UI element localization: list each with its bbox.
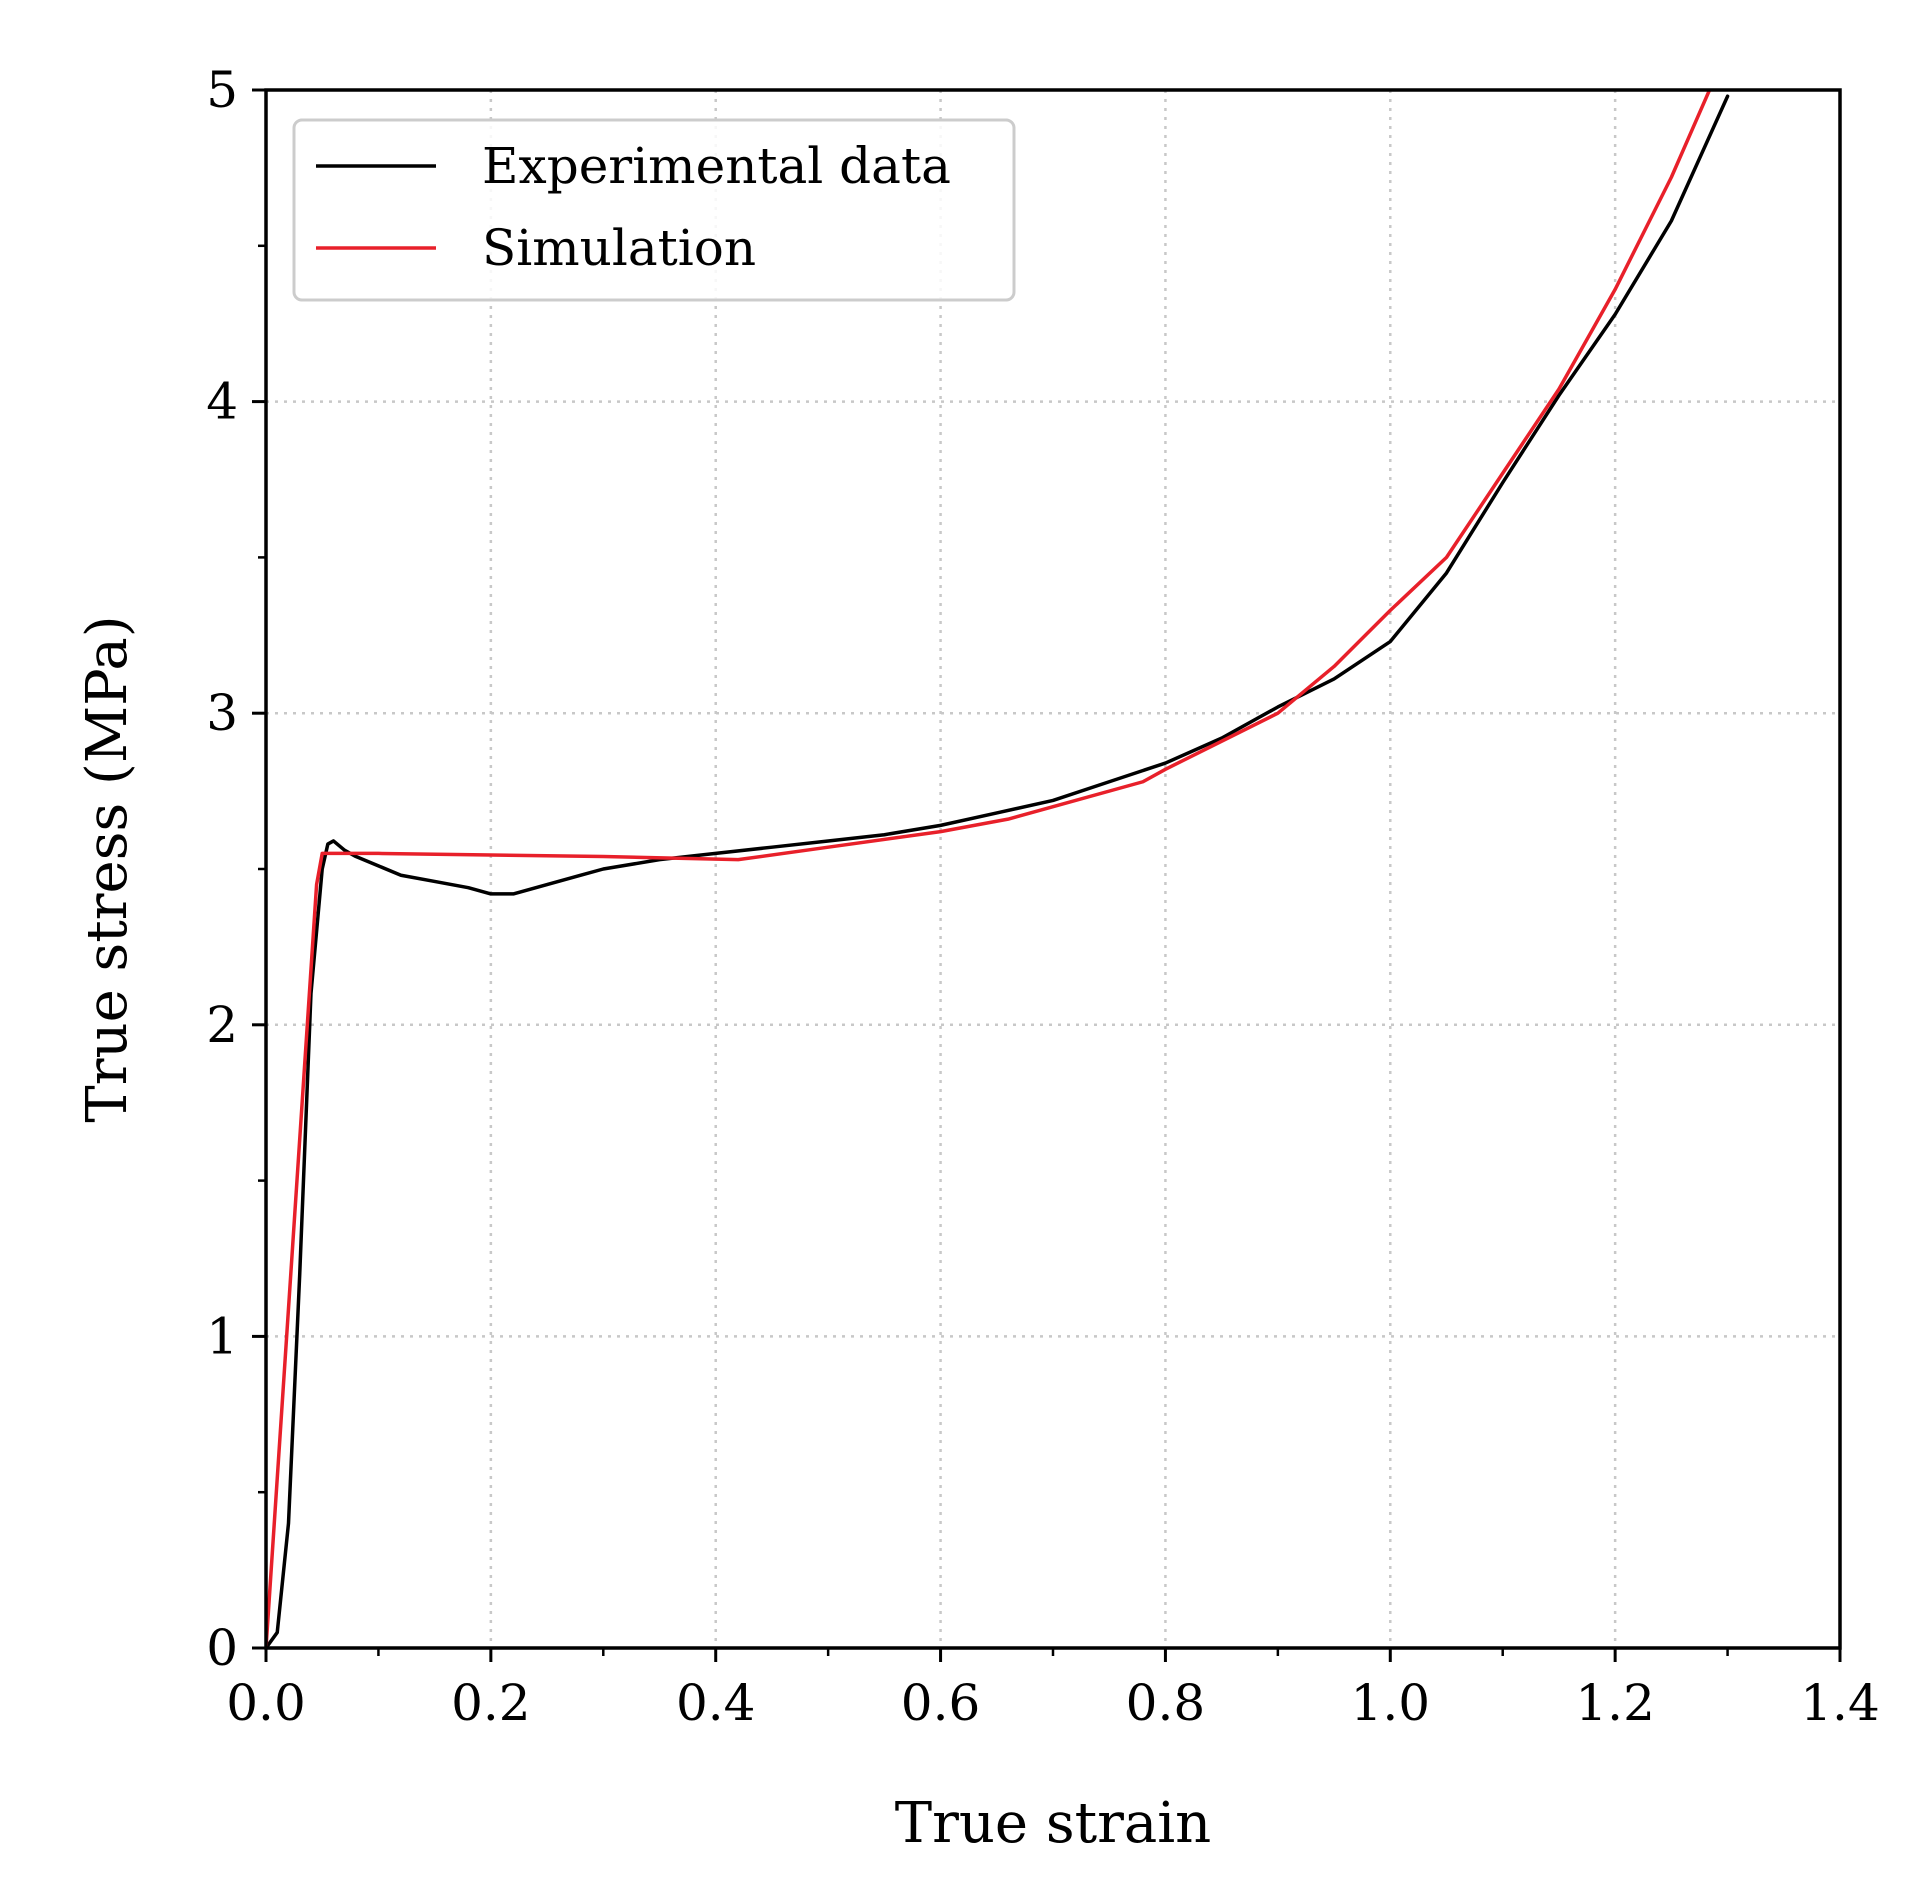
x-tick-label: 1.4 [1800,1674,1880,1732]
legend-label-experimental: Experimental data [482,137,951,195]
x-axis-label: True strain [895,1791,1212,1856]
legend: Experimental data Simulation [292,118,1016,302]
legend-box [292,118,1016,302]
series-layer [266,90,1730,1648]
y-axis-label: True stress (MPa) [75,615,140,1122]
ticks [252,88,1842,1662]
x-tick-label: 0.2 [451,1674,531,1732]
y-tick-label: 1 [206,1307,238,1365]
x-tick-label: 1.2 [1575,1674,1655,1732]
tick-labels: 0.0 0.2 0.4 0.6 0.8 1.0 1.2 1.4 0 1 2 3 4 5 [206,61,1880,1732]
y-tick-label: 2 [206,996,238,1054]
x-tick-label: 1.0 [1351,1674,1431,1732]
legend-label-simulation: Simulation [482,219,756,277]
x-tick-label: 0.6 [901,1674,981,1732]
y-tick-label: 5 [206,61,238,119]
y-tick-label: 0 [206,1619,238,1677]
simulation-line [266,90,1712,1648]
x-tick-label: 0.8 [1126,1674,1206,1732]
y-tick-label: 4 [206,373,238,431]
experimental-data-line [266,94,1730,1648]
x-tick-label: 0.0 [226,1674,306,1732]
grid [266,90,1840,1648]
y-tick-label: 3 [206,684,238,742]
x-tick-label: 0.4 [676,1674,756,1732]
